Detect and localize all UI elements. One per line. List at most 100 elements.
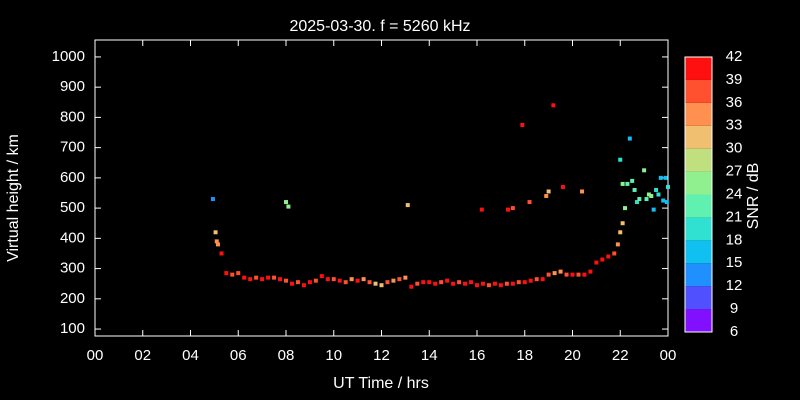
x-tick-label: 14 xyxy=(421,347,438,364)
data-point xyxy=(301,283,306,288)
y-tick-label: 500 xyxy=(60,199,85,216)
data-point xyxy=(594,260,599,265)
colorbar-tick-label: 24 xyxy=(726,185,743,202)
data-point xyxy=(520,122,525,127)
data-point xyxy=(558,269,563,274)
data-point xyxy=(651,207,656,212)
data-point xyxy=(546,189,551,194)
data-point xyxy=(421,280,426,285)
data-point xyxy=(506,207,511,212)
data-point xyxy=(307,280,312,285)
colorbar-tick-label: 30 xyxy=(726,140,743,157)
data-point xyxy=(479,207,484,212)
data-point xyxy=(433,281,438,286)
data-point xyxy=(627,136,632,141)
data-point xyxy=(612,251,617,256)
data-point xyxy=(620,221,625,226)
x-tick-label: 00 xyxy=(87,347,104,364)
y-tick-label: 100 xyxy=(60,320,85,337)
data-point xyxy=(349,277,354,282)
data-point xyxy=(355,278,360,283)
data-point xyxy=(637,197,642,202)
data-point xyxy=(278,277,283,282)
data-point xyxy=(544,194,549,199)
data-point xyxy=(427,280,432,285)
colorbar-band xyxy=(685,194,712,218)
data-point xyxy=(527,200,532,205)
data-point xyxy=(409,284,414,289)
colorbar-label: SNR / dB xyxy=(745,163,762,230)
data-point xyxy=(658,175,663,180)
data-point xyxy=(242,275,247,280)
data-point xyxy=(480,281,485,286)
data-point xyxy=(625,181,630,186)
data-point xyxy=(439,280,444,285)
data-point xyxy=(600,257,605,262)
data-point xyxy=(570,272,575,277)
data-point xyxy=(663,175,668,180)
data-point xyxy=(498,283,503,288)
colorbar-band xyxy=(685,125,712,149)
data-point xyxy=(405,203,410,208)
x-tick-label: 12 xyxy=(373,347,390,364)
data-point xyxy=(664,200,669,205)
colorbar-band xyxy=(685,148,712,172)
x-tick-label: 04 xyxy=(182,347,199,364)
colorbar-tick-label: 27 xyxy=(726,163,743,180)
data-point xyxy=(475,283,479,288)
data-point xyxy=(504,281,509,286)
y-tick-label: 700 xyxy=(60,139,85,156)
colorbar-tick-label: 9 xyxy=(730,300,738,317)
data-point xyxy=(230,272,235,277)
data-point xyxy=(451,281,456,286)
colorbar-band xyxy=(685,309,712,332)
x-tick-label: 18 xyxy=(516,347,533,364)
data-point xyxy=(361,277,366,282)
data-point xyxy=(403,275,408,280)
colorbar-tick-label: 39 xyxy=(726,71,743,88)
data-point xyxy=(576,272,581,277)
y-tick-label: 600 xyxy=(60,169,85,186)
colorbar-tick-label: 18 xyxy=(726,231,743,248)
data-point xyxy=(254,275,259,280)
y-tick-label: 200 xyxy=(60,290,85,307)
colorbar-tick-label: 42 xyxy=(726,48,743,65)
x-tick-label: 08 xyxy=(278,347,295,364)
chart-title: 2025-03-30. f = 5260 kHz xyxy=(289,18,470,35)
data-point xyxy=(379,283,384,288)
y-axis-label: Virtual height / km xyxy=(5,134,22,262)
data-point xyxy=(644,197,649,202)
data-point xyxy=(661,198,666,203)
data-point xyxy=(618,157,623,162)
data-point xyxy=(564,272,569,277)
x-tick-label: 02 xyxy=(134,347,151,364)
data-point xyxy=(642,168,647,173)
colorbar-band xyxy=(685,102,712,126)
x-tick-label: 16 xyxy=(469,347,486,364)
data-point xyxy=(325,277,330,282)
data-point xyxy=(580,189,585,194)
colorbar-band xyxy=(685,79,712,103)
x-tick-label: 00 xyxy=(660,347,677,364)
data-point xyxy=(397,277,402,282)
data-point xyxy=(248,277,253,282)
data-point xyxy=(284,200,288,205)
data-point xyxy=(623,206,628,211)
x-tick-label: 06 xyxy=(230,347,247,364)
y-tick-label: 800 xyxy=(60,108,85,125)
colorbar-band xyxy=(685,263,712,287)
colorbar-tick-label: 36 xyxy=(726,94,743,111)
data-point xyxy=(457,280,462,285)
x-tick-label: 20 xyxy=(564,347,581,364)
y-tick-label: 400 xyxy=(60,229,85,246)
data-point xyxy=(337,278,342,283)
data-point xyxy=(630,178,635,183)
data-point xyxy=(331,277,336,282)
y-tick-label: 300 xyxy=(60,260,85,277)
data-point xyxy=(284,278,288,283)
data-point xyxy=(224,271,229,276)
data-point xyxy=(213,230,218,235)
data-point xyxy=(272,275,277,280)
data-point xyxy=(534,277,539,282)
data-point xyxy=(415,281,420,286)
